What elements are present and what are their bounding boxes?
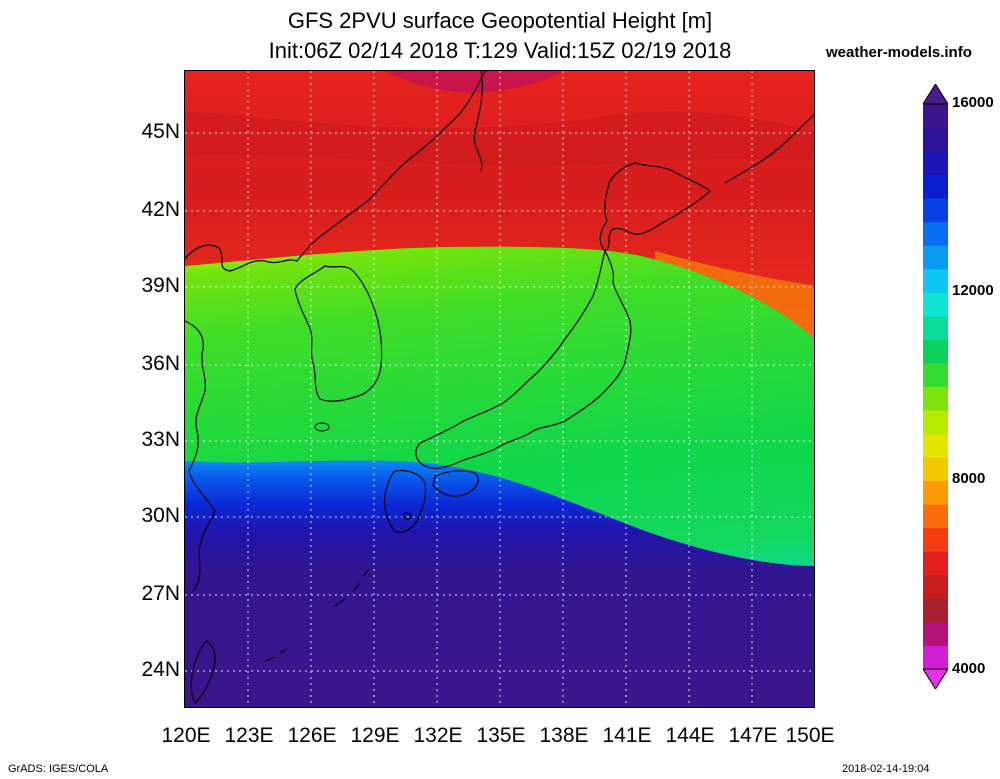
lon-label: 144E: [665, 724, 715, 747]
lon-label: 150E: [785, 724, 835, 747]
colorbar-cell: [923, 198, 948, 223]
footer-timestamp: 2018-02-14-19:04: [842, 763, 930, 775]
colorbar-cell: [923, 268, 948, 293]
colorbar-cell: [923, 245, 948, 270]
colorbar-cell: [923, 527, 948, 552]
lon-label: 123E: [224, 724, 274, 747]
lat-label: 33N: [141, 428, 180, 451]
colorbar-cell: [923, 621, 948, 646]
footer-credit: GrADS: IGES/COLA: [8, 763, 109, 775]
lat-label: 27N: [141, 582, 180, 605]
site-credit: weather-models.info: [826, 44, 972, 61]
colorbar: [923, 84, 948, 689]
colorbar-label: 8000: [952, 470, 986, 487]
colorbar-cell: [923, 386, 948, 411]
colorbar-cell: [923, 221, 948, 246]
colorbar-cell: [923, 433, 948, 458]
colorbar-cell: [923, 574, 948, 599]
colorbar-cell: [923, 551, 948, 576]
lon-label: 147E: [728, 724, 778, 747]
colorbar-cell: [923, 292, 948, 317]
colorbar-cell: [923, 457, 948, 482]
lat-label: 45N: [141, 120, 180, 143]
colorbar-cell: [923, 174, 948, 199]
colorbar-cell: [923, 104, 948, 129]
colorbar-label: 12000: [952, 282, 994, 299]
colorbar-cell: [923, 127, 948, 152]
chart-subtitle: Init:06Z 02/14 2018 T:129 Valid:15Z 02/1…: [268, 38, 732, 63]
colorbar-cell: [923, 480, 948, 505]
lat-label: 24N: [141, 658, 180, 681]
colorbar-cell: [923, 315, 948, 340]
lon-label: 141E: [602, 724, 652, 747]
lon-label: 126E: [287, 724, 337, 747]
colorbar-cell: [923, 504, 948, 529]
lat-label: 42N: [141, 198, 180, 221]
chart-title: GFS 2PVU surface Geopotential Height [m]: [287, 8, 713, 33]
map-field: [185, 71, 814, 707]
lat-label: 30N: [141, 504, 180, 527]
lon-label: 129E: [350, 724, 400, 747]
lon-label: 120E: [161, 724, 211, 747]
colorbar-min-arrow: [923, 668, 948, 689]
lat-label: 39N: [141, 274, 180, 297]
colorbar-cell: [923, 339, 948, 364]
colorbar-cell: [923, 645, 948, 670]
lat-label: 36N: [141, 352, 180, 375]
colorbar-cell: [923, 410, 948, 435]
colorbar-cell: [923, 151, 948, 176]
colorbar-cell: [923, 598, 948, 623]
lon-label: 138E: [539, 724, 589, 747]
colorbar-label: 16000: [952, 94, 994, 111]
colorbar-label: 4000: [952, 660, 986, 677]
colorbar-cell: [923, 362, 948, 387]
lon-label: 132E: [413, 724, 463, 747]
colorbar-max-arrow: [923, 84, 948, 105]
map-plot: [184, 70, 815, 708]
lon-label: 135E: [476, 724, 526, 747]
